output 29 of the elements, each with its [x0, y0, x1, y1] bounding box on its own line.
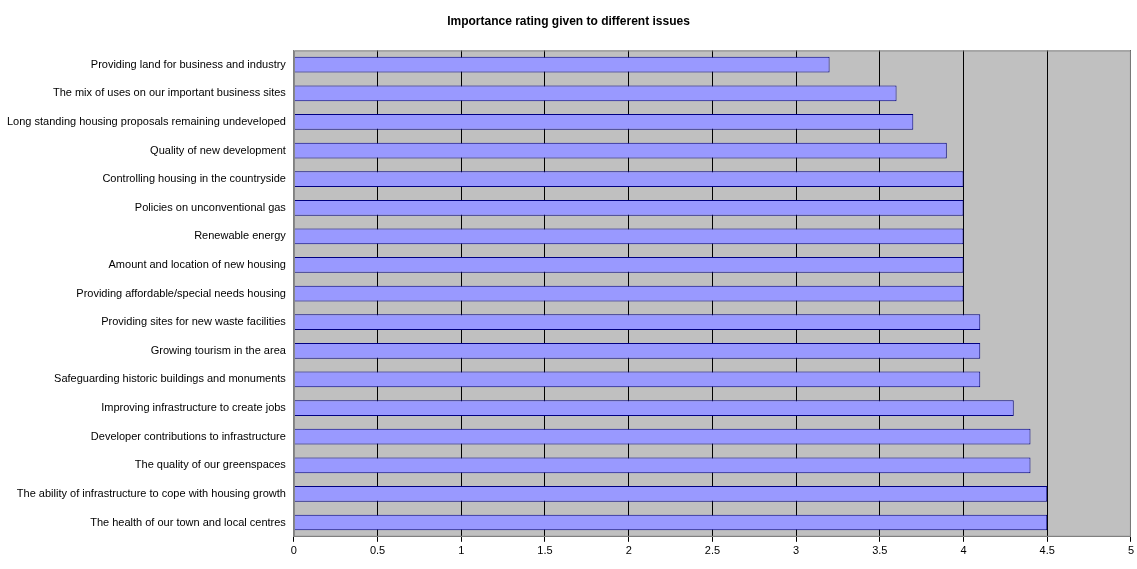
y-tick-label: Improving infrastructure to create jobs [101, 401, 287, 414]
x-tick-label: 2 [625, 544, 632, 557]
x-tick-label: 3 [793, 544, 800, 557]
x-tick-label: 1.5 [537, 544, 553, 557]
y-tick-label: The quality of our greenspaces [134, 458, 287, 471]
y-tick-label: Providing land for business and industry [90, 57, 287, 70]
x-tick-label: 5 [1127, 544, 1134, 557]
y-tick-label: The mix of uses on our important business sites [52, 86, 287, 99]
chart-title: Importance rating given to different issues [447, 13, 691, 28]
x-tick-label: 1 [458, 544, 465, 557]
y-tick-label: Providing affordable/special needs housing [76, 286, 286, 299]
x-tick-label: 3.5 [872, 544, 888, 557]
x-tick-label: 4.5 [1039, 544, 1055, 557]
x-tick-label: 0 [290, 544, 297, 557]
y-tick-label: Growing tourism in the area [150, 343, 287, 356]
x-tick-label: 2.5 [704, 544, 721, 557]
x-tick-label: 4 [960, 544, 967, 557]
y-tick-label: Long standing housing proposals remaining undeveloped [7, 114, 286, 127]
y-tick-label: Safeguarding historic buildings and monuments [54, 372, 287, 385]
y-tick-label: The ability of infrastructure to cope with housing growth [16, 486, 286, 499]
y-tick-label: Renewable energy [194, 229, 287, 242]
y-tick-label: Controlling housing in the countryside [102, 172, 286, 185]
x-tick-label: 0.5 [369, 544, 386, 557]
y-tick-label: Providing sites for new waste facilities [101, 315, 287, 328]
y-tick-label: Developer contributions to infrastructure [90, 429, 286, 442]
y-tick-label: Amount and location of new housing [108, 258, 286, 271]
y-tick-label: Policies on unconventional gas [134, 200, 287, 213]
y-tick-label: The health of our town and local centres [90, 515, 287, 528]
y-tick-label: Quality of new development [150, 143, 286, 156]
